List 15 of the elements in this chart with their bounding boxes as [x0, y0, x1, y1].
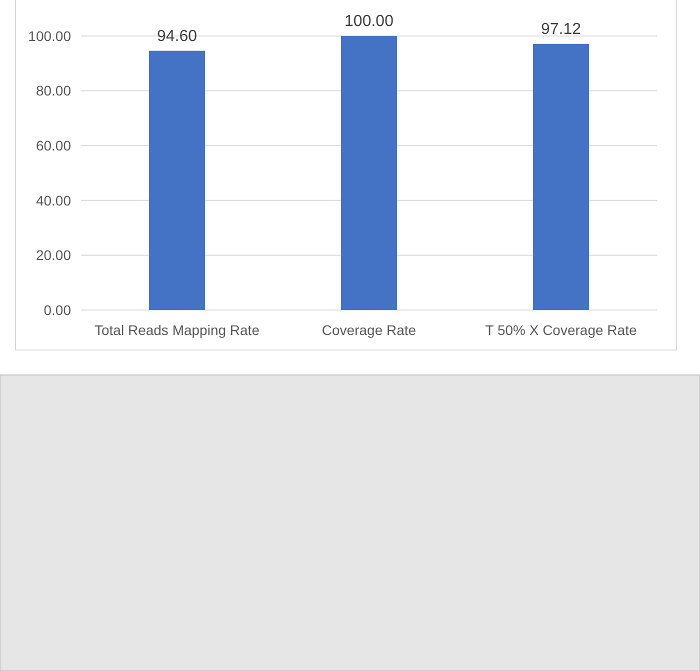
bar: [532, 44, 590, 310]
y-tick-label: 80.00: [36, 82, 72, 99]
y-tick-label: 100.00: [28, 28, 72, 44]
y-tick-label: 40.00: [36, 192, 72, 208]
bar: [340, 36, 398, 310]
data-label: 94.60: [156, 28, 198, 45]
data-label: 97.12: [540, 20, 582, 38]
y-tick-label: 20.00: [36, 247, 72, 264]
x-tick-label: T 50% X Coverage Rate: [485, 322, 637, 338]
bar: [148, 50, 206, 310]
data-label: 100.00: [344, 13, 394, 30]
x-tick-label: Coverage Rate: [322, 322, 416, 338]
x-tick-label: Total Reads Mapping Rate: [94, 322, 260, 338]
y-tick-label: 60.00: [36, 138, 72, 154]
y-tick-label: 0.00: [44, 302, 72, 318]
